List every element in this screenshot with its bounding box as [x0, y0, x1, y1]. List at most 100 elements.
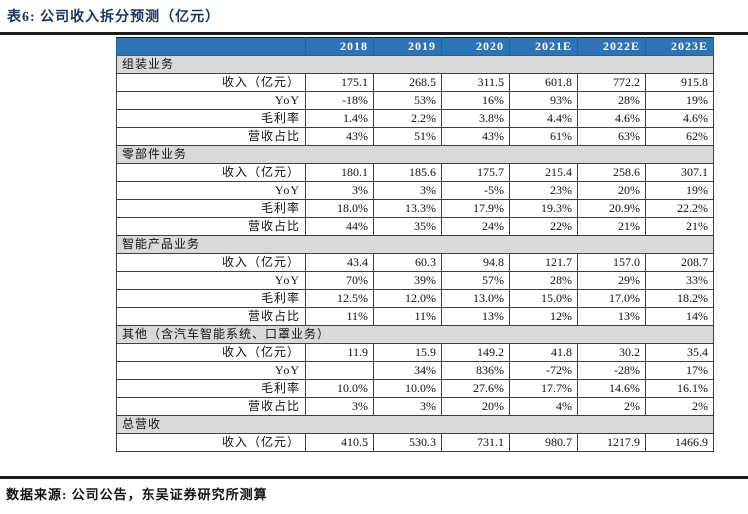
value-cell: 13.3% [373, 199, 442, 218]
section-title-cell: 组装业务 [116, 55, 714, 74]
value-cell: 43% [305, 127, 374, 146]
value-cell: 175.7 [441, 163, 510, 182]
value-cell: 19% [645, 181, 714, 200]
section-title-cell: 其他（含汽车智能系统、口罩业务） [116, 325, 714, 344]
value-cell: 28% [577, 91, 646, 110]
section-title-cell: 零部件业务 [116, 145, 714, 164]
table-row: 收入（亿元） 180.1 185.6 175.7 215.4 258.6 307.1 [116, 163, 714, 182]
value-cell: 70% [305, 271, 374, 290]
value-cell: 208.7 [645, 253, 714, 272]
value-cell: 63% [577, 127, 646, 146]
value-cell: 20% [441, 397, 510, 416]
value-cell: 180.1 [305, 163, 374, 182]
section-header-row: 智能产品业务 [116, 235, 714, 254]
row-label-cell: YoY [116, 271, 306, 290]
value-cell: 836% [441, 361, 510, 380]
value-cell: 1217.9 [577, 433, 646, 452]
table-row: YoY 34% 836% -72% -28% 17% [116, 361, 714, 380]
value-cell: 10.0% [373, 379, 442, 398]
value-cell: 33% [645, 271, 714, 290]
value-cell: 15.0% [509, 289, 578, 308]
table-row: 收入（亿元） 11.9 15.9 149.2 41.8 30.2 35.4 [116, 343, 714, 362]
value-cell: 24% [441, 217, 510, 236]
year-header-cell: 2018 [305, 37, 374, 56]
value-cell: 18.0% [305, 199, 374, 218]
value-cell: 21% [577, 217, 646, 236]
table-row: YoY 70% 39% 57% 28% 29% 33% [116, 271, 714, 290]
year-header-cell: 2020 [441, 37, 510, 56]
table-row: YoY -18% 53% 16% 93% 28% 19% [116, 91, 714, 110]
value-cell: 16.1% [645, 379, 714, 398]
value-cell: 980.7 [509, 433, 578, 452]
value-cell: 215.4 [509, 163, 578, 182]
value-cell: 94.8 [441, 253, 510, 272]
value-cell: 601.8 [509, 73, 578, 92]
section-title-cell: 总营收 [116, 415, 714, 434]
value-cell: -18% [305, 91, 374, 110]
row-label-cell: YoY [116, 181, 306, 200]
value-cell: 19.3% [509, 199, 578, 218]
row-label-cell: 营收占比 [116, 127, 306, 146]
row-label-cell: 收入（亿元） [116, 163, 306, 182]
value-cell: 12.0% [373, 289, 442, 308]
value-cell: 35.4 [645, 343, 714, 362]
revenue-forecast-table: 2018 2019 2020 2021E 2022E 2023E 组装业务 收入（亿元） 17… [116, 37, 714, 452]
value-cell: 915.8 [645, 73, 714, 92]
value-cell: 3% [373, 181, 442, 200]
value-cell: 4.6% [645, 109, 714, 128]
top-rule [0, 32, 748, 35]
row-label-cell: YoY [116, 361, 306, 380]
value-cell: 11.9 [305, 343, 374, 362]
value-cell: 20.9% [577, 199, 646, 218]
value-cell: 51% [373, 127, 442, 146]
section-header-row: 零部件业务 [116, 145, 714, 164]
value-cell: 16% [441, 91, 510, 110]
value-cell: 17.9% [441, 199, 510, 218]
value-cell: 3.8% [441, 109, 510, 128]
section-header-row: 总营收 [116, 415, 714, 434]
value-cell: 93% [509, 91, 578, 110]
value-cell: 14% [645, 307, 714, 326]
value-cell: 12.5% [305, 289, 374, 308]
value-cell: 21% [645, 217, 714, 236]
value-cell: 3% [373, 397, 442, 416]
value-cell: 22% [509, 217, 578, 236]
bottom-rule [0, 476, 748, 479]
value-cell: 43.4 [305, 253, 374, 272]
row-label-cell: 营收占比 [116, 397, 306, 416]
value-cell: 307.1 [645, 163, 714, 182]
row-label-cell: 毛利率 [116, 199, 306, 218]
value-cell: 39% [373, 271, 442, 290]
value-cell: 23% [509, 181, 578, 200]
table-row: 营收占比 3% 3% 20% 4% 2% 2% [116, 397, 714, 416]
value-cell: 61% [509, 127, 578, 146]
value-cell: 20% [577, 181, 646, 200]
value-cell: 258.6 [577, 163, 646, 182]
value-cell: 14.6% [577, 379, 646, 398]
table-row: 毛利率 12.5% 12.0% 13.0% 15.0% 17.0% 18.2% [116, 289, 714, 308]
value-cell: 2.2% [373, 109, 442, 128]
value-cell: 27.6% [441, 379, 510, 398]
table-row: 毛利率 1.4% 2.2% 3.8% 4.4% 4.6% 4.6% [116, 109, 714, 128]
table-row: 收入（亿元） 410.5 530.3 731.1 980.7 1217.9 1466.9 [116, 433, 714, 452]
value-cell: 268.5 [373, 73, 442, 92]
value-cell: 11% [305, 307, 374, 326]
value-cell: 13% [441, 307, 510, 326]
value-cell: 1.4% [305, 109, 374, 128]
row-label-cell: 收入（亿元） [116, 433, 306, 452]
table-row: YoY 3% 3% -5% 23% 20% 19% [116, 181, 714, 200]
value-cell: 17.0% [577, 289, 646, 308]
table-body: 组装业务 收入（亿元） 175.1 268.5 311.5 601.8 772.2 915.8… [116, 55, 714, 452]
row-label-cell: 毛利率 [116, 289, 306, 308]
year-header-cell: 2019 [373, 37, 442, 56]
value-cell: 17.7% [509, 379, 578, 398]
data-source-note: 数据来源: 公司公告，东吴证券研究所测算 [6, 487, 268, 502]
year-header-cell: 2023E [645, 37, 714, 56]
value-cell: 121.7 [509, 253, 578, 272]
value-cell: -28% [577, 361, 646, 380]
row-label-cell: 营收占比 [116, 217, 306, 236]
value-cell: 3% [305, 397, 374, 416]
table-row: 营收占比 43% 51% 43% 61% 63% 62% [116, 127, 714, 146]
value-cell: 28% [509, 271, 578, 290]
value-cell: 731.1 [441, 433, 510, 452]
